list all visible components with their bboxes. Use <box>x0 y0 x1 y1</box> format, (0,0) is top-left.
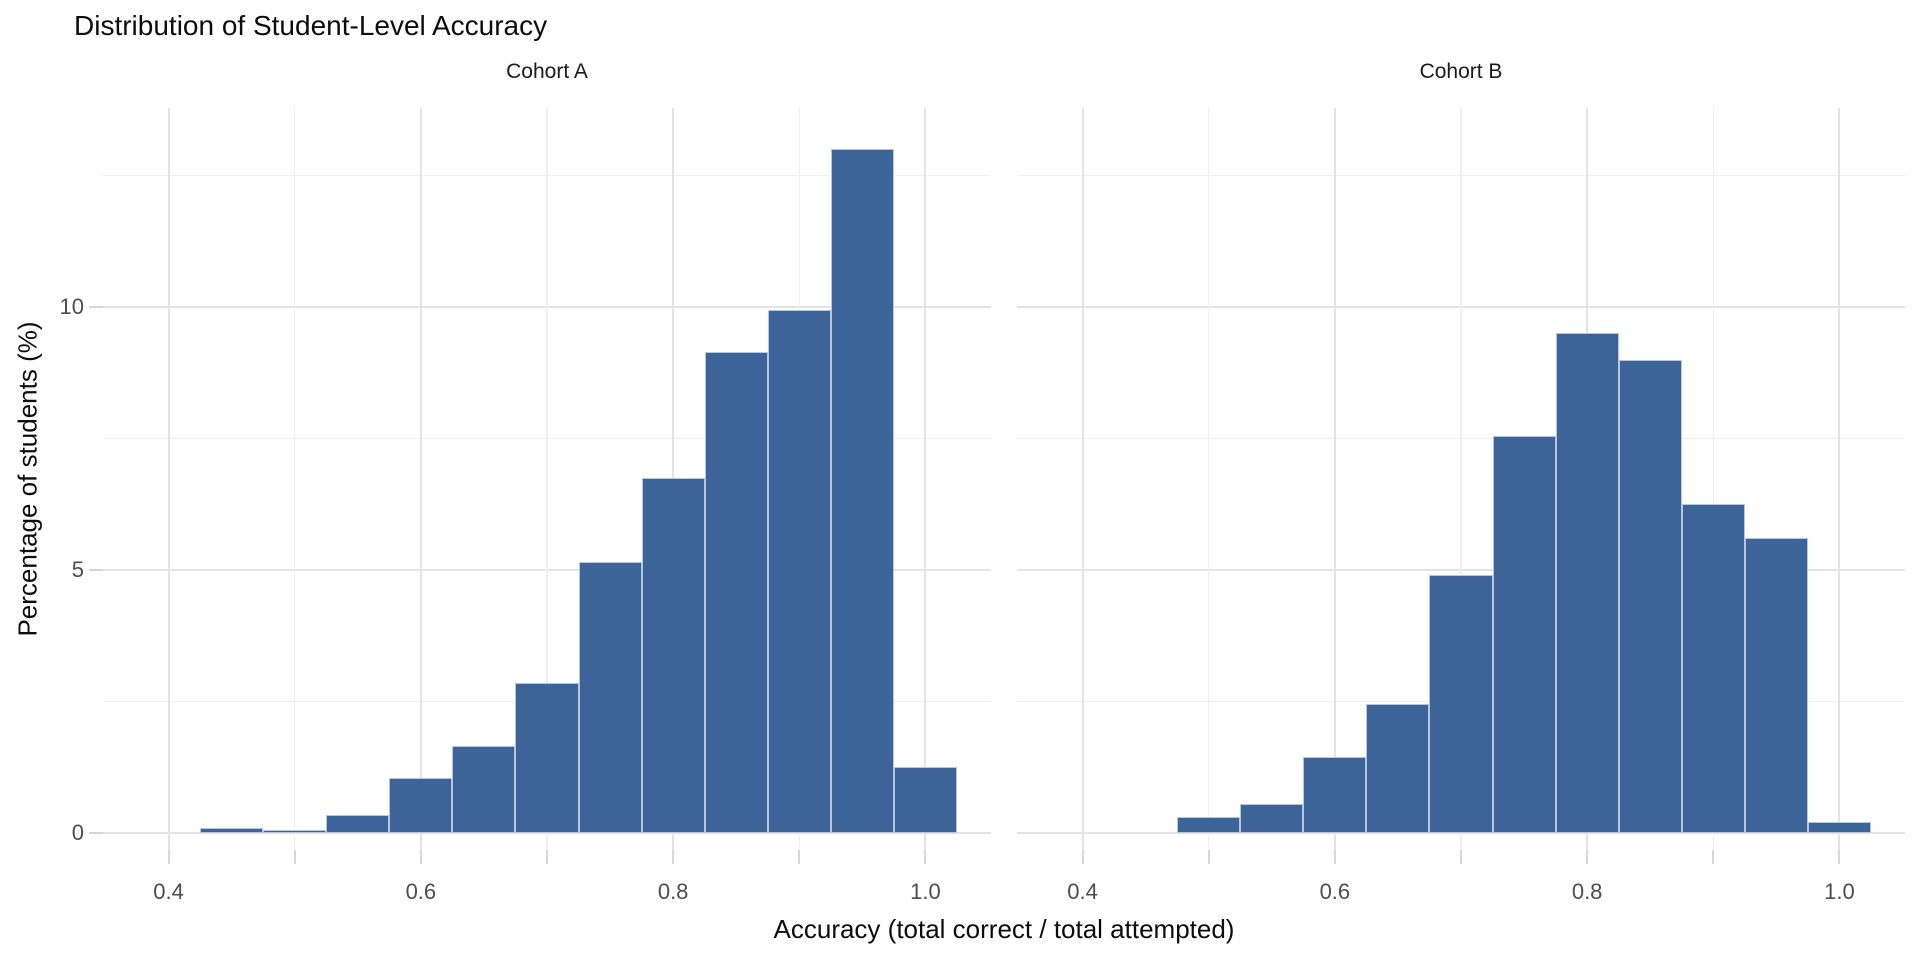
histogram-bar <box>1177 817 1241 833</box>
x-tick-label: 1.0 <box>910 879 941 904</box>
x-major-gridline <box>924 108 927 850</box>
histogram-bar <box>1366 704 1430 833</box>
histogram-bar <box>767 309 831 833</box>
x-tick-mark <box>1333 850 1336 864</box>
x-tick-mark <box>1712 850 1715 864</box>
x-tick-mark <box>1207 850 1210 864</box>
x-tick-mark <box>924 850 927 864</box>
x-tick-label: 0.4 <box>153 879 184 904</box>
histogram-bar <box>1240 804 1304 833</box>
histogram-bar <box>263 830 327 833</box>
chart-title: Distribution of Student-Level Accuracy <box>74 10 548 41</box>
histogram-bar <box>1303 756 1367 833</box>
histogram-bar <box>515 683 579 833</box>
x-major-gridline <box>419 108 422 850</box>
x-tick-mark <box>672 850 675 864</box>
x-major-gridline <box>1333 108 1336 850</box>
histogram-bar <box>830 149 894 833</box>
y-tick-label: 10 <box>59 294 84 320</box>
x-tick-label: 0.4 <box>1067 879 1098 904</box>
y-tick-mark <box>89 832 103 834</box>
x-tick-mark <box>798 850 801 864</box>
y-tick-label: 0 <box>71 820 84 845</box>
y-axis-title: Percentage of students (%) <box>12 321 43 637</box>
x-minor-gridline <box>1712 108 1714 850</box>
x-tick-mark <box>1586 850 1589 864</box>
histogram-bar <box>578 562 642 833</box>
y-tick-mark <box>89 569 103 572</box>
x-tick-mark <box>1460 850 1462 864</box>
x-tick-label: 0.8 <box>1571 879 1603 904</box>
histogram-bar <box>1744 538 1808 833</box>
histogram-bar <box>1807 822 1871 833</box>
x-minor-gridline <box>1460 108 1462 850</box>
x-tick-mark <box>293 850 296 864</box>
x-tick-label: 0.6 <box>1319 879 1351 904</box>
x-tick-mark <box>1838 850 1841 864</box>
facet-title: Cohort A <box>506 60 588 83</box>
histogram-bar <box>200 827 264 833</box>
x-minor-gridline <box>546 108 548 850</box>
x-major-gridline <box>167 108 170 850</box>
histogram-bar <box>1555 333 1619 833</box>
x-minor-gridline <box>1208 108 1210 850</box>
x-major-gridline <box>1838 108 1841 850</box>
y-tick-label: 5 <box>71 557 84 583</box>
x-major-gridline <box>1081 108 1084 850</box>
x-tick-mark <box>419 850 422 864</box>
y-tick-mark <box>89 306 103 309</box>
x-minor-gridline <box>294 108 296 850</box>
histogram-bar <box>1429 575 1493 833</box>
histogram-bar <box>1681 504 1745 833</box>
x-axis-title: Accuracy (total correct / total attempte… <box>773 914 1235 944</box>
x-tick-mark <box>546 850 548 864</box>
x-tick-label: 0.8 <box>657 879 689 904</box>
histogram-bar <box>326 814 390 833</box>
facet-title: Cohort B <box>1419 60 1503 83</box>
histogram-bar <box>452 746 516 833</box>
histogram-bar <box>704 351 768 833</box>
histogram-bar <box>389 777 453 833</box>
histogram-bar <box>1618 359 1682 833</box>
histogram-bar <box>893 767 957 833</box>
x-tick-mark <box>167 850 170 864</box>
histogram-bar <box>641 478 705 833</box>
x-tick-label: 0.6 <box>405 879 437 904</box>
histogram-bar <box>1492 435 1556 833</box>
x-tick-label: 1.0 <box>1824 879 1855 904</box>
x-tick-mark <box>1081 850 1084 864</box>
